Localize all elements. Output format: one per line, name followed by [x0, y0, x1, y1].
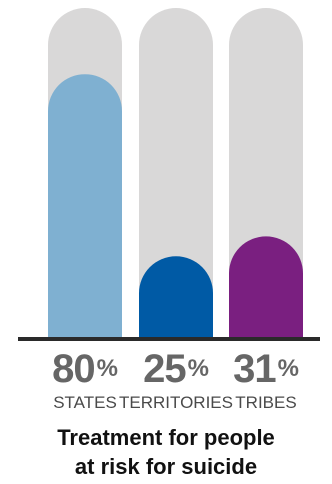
value-number: 80	[52, 347, 95, 391]
category-label-states: STATES	[53, 393, 117, 412]
value-label-tribes: 31%	[233, 347, 299, 391]
category-label-tribes: TRIBES	[235, 393, 296, 412]
value-label-states: 80%	[52, 347, 118, 391]
bar-territories	[139, 256, 213, 339]
percent-sign: %	[278, 355, 299, 382]
bar-states	[48, 74, 122, 339]
bars	[48, 74, 303, 339]
track-territories	[139, 8, 213, 339]
chart-title-line-1: Treatment for people	[57, 425, 275, 450]
value-labels: 80% 25% 31%	[52, 347, 299, 391]
percent-sign: %	[97, 355, 118, 382]
chart-title-line-2: at risk for suicide	[75, 454, 257, 479]
value-label-territories: 25%	[143, 347, 209, 391]
value-number: 31	[233, 347, 276, 391]
category-labels: STATES TERRITORIES TRIBES	[53, 393, 297, 412]
percent-sign: %	[188, 355, 209, 382]
value-number: 25	[143, 347, 186, 391]
bar-tribes	[229, 236, 303, 339]
category-label-territories: TERRITORIES	[119, 393, 233, 412]
